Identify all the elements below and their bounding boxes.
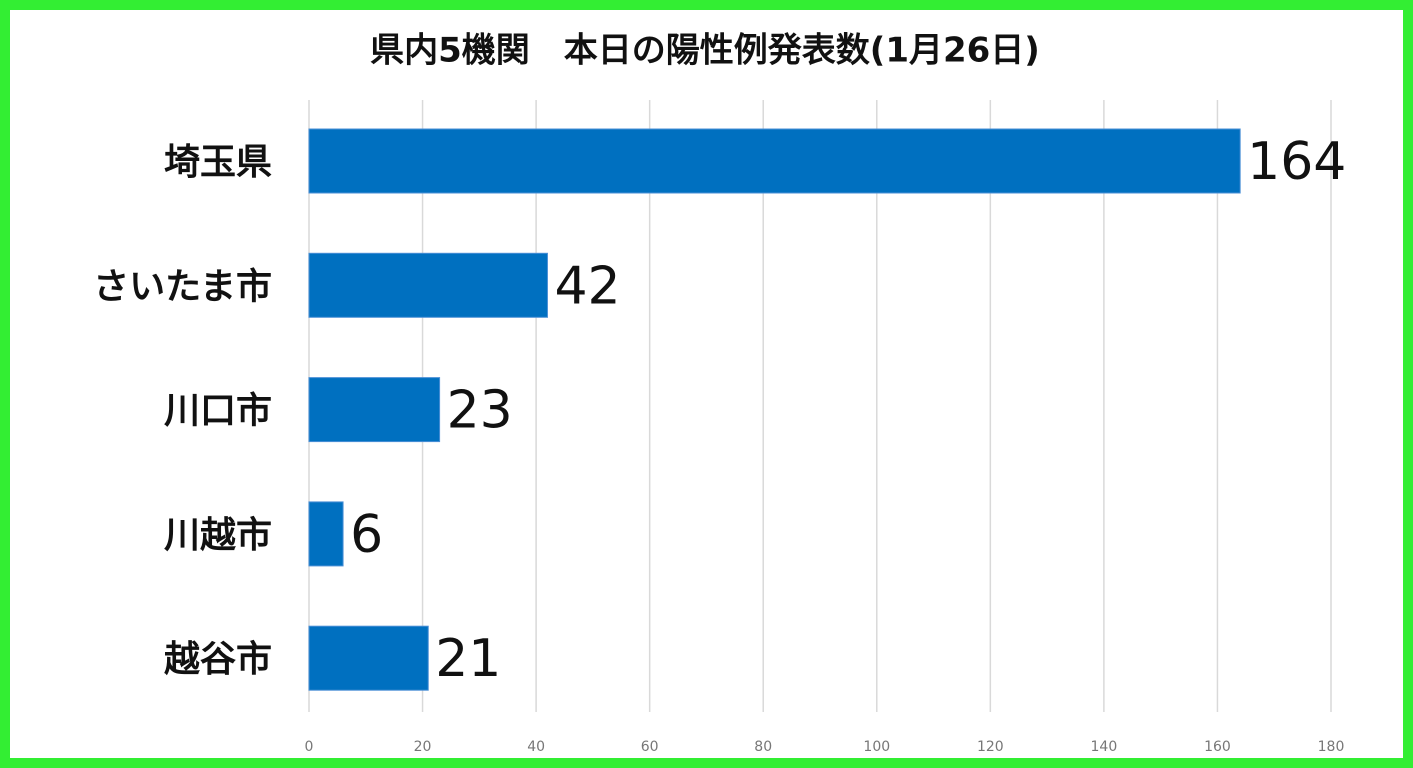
value-label: 42 bbox=[554, 256, 620, 316]
x-tick-label: 120 bbox=[977, 739, 1004, 755]
x-tick-label: 60 bbox=[641, 739, 659, 755]
x-tick-label: 0 bbox=[305, 739, 314, 755]
x-tick-label: 80 bbox=[754, 739, 772, 755]
y-tick-label: さいたま市 bbox=[93, 266, 272, 307]
x-tick-label: 100 bbox=[863, 739, 890, 755]
x-tick-label: 40 bbox=[527, 739, 545, 755]
x-tick-label: 160 bbox=[1204, 739, 1231, 755]
x-tick-label: 140 bbox=[1091, 739, 1118, 755]
bar bbox=[308, 501, 344, 567]
value-label: 23 bbox=[447, 381, 513, 441]
bar bbox=[308, 625, 429, 691]
x-tick-label: 20 bbox=[414, 739, 432, 755]
value-label: 21 bbox=[435, 629, 501, 689]
bar bbox=[308, 377, 441, 443]
value-label: 6 bbox=[350, 505, 383, 565]
y-tick-label: 越谷市 bbox=[164, 639, 272, 680]
bar bbox=[308, 252, 548, 318]
bar bbox=[308, 128, 1241, 194]
chart-title: 県内5機関 本日の陽性例発表数(1月26日) bbox=[370, 31, 1040, 71]
y-tick-label: 埼玉県 bbox=[164, 142, 272, 183]
y-tick-label: 川口市 bbox=[164, 391, 272, 432]
x-tick-label: 180 bbox=[1318, 739, 1345, 755]
y-tick-label: 川越市 bbox=[164, 515, 272, 556]
value-label: 164 bbox=[1247, 132, 1346, 192]
